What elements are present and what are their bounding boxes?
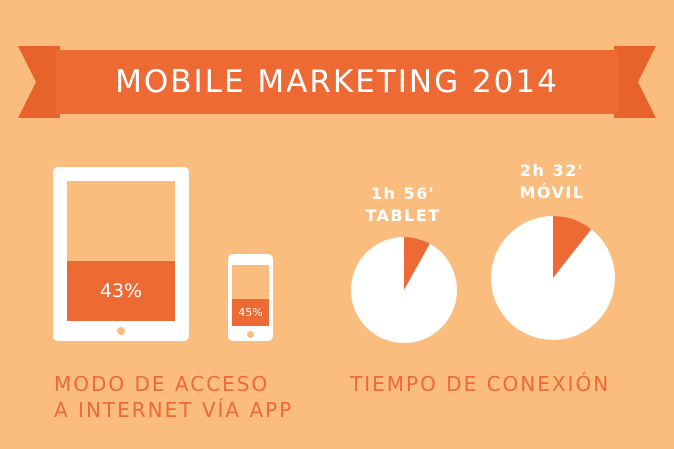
mobile-pie-slice (553, 216, 592, 278)
tablet-device: 43% (53, 167, 189, 341)
tablet-home-button (117, 327, 125, 335)
tablet-pie-slice (404, 237, 430, 290)
phone-screen: 45% (232, 265, 269, 326)
mobile-device-label: MÓVIL (519, 183, 585, 202)
tablet-time-label: 1h 56' (370, 184, 436, 203)
phone-device: 45% (228, 254, 273, 341)
mobile-connection-pie (491, 216, 615, 340)
connection-caption: TIEMPO DE CONEXIÓN (350, 372, 611, 396)
phone-usage-fill: 45% (232, 298, 269, 326)
tablet-screen: 43% (67, 181, 175, 321)
phone-percent-label: 45% (238, 305, 263, 319)
tablet-percent-label: 43% (99, 279, 143, 302)
phone-home-button (247, 331, 254, 338)
tablet-device-label: TABLET (365, 206, 441, 225)
tablet-connection-pie (351, 237, 457, 343)
mobile-time-label: 2h 32' (519, 161, 585, 180)
tablet-usage-fill: 43% (67, 260, 175, 321)
access-caption-line1: MODO DE ACCESO (54, 372, 270, 396)
page-title: MOBILE MARKETING 2014 (115, 64, 559, 100)
access-caption-line2: A INTERNET VÍA APP (54, 398, 294, 422)
